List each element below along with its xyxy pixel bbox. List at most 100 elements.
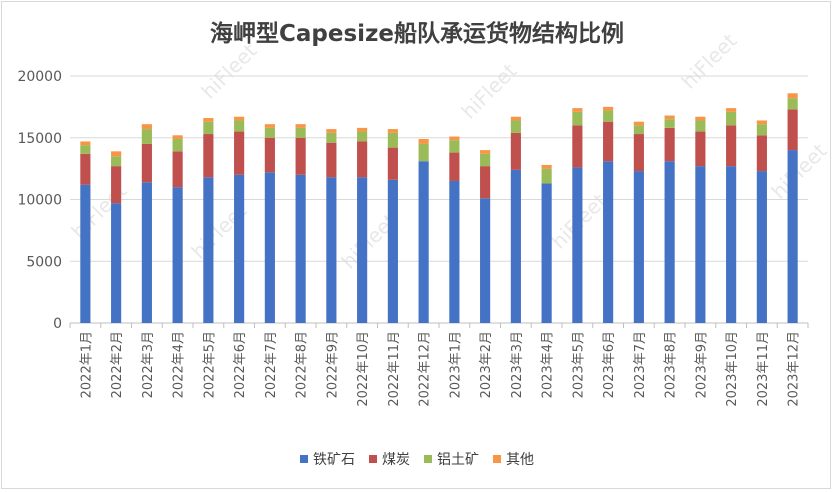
legend-label: 其他 — [506, 452, 534, 468]
bar-segment-其他 — [695, 116, 706, 121]
x-tick-label: 2023年7月 — [633, 331, 648, 398]
x-tick-label: 2023年4月 — [541, 331, 556, 398]
bar-segment-铝土矿 — [449, 140, 460, 153]
x-tick-label: 2023年3月 — [510, 331, 525, 398]
bar-segment-煤炭 — [264, 137, 275, 173]
chart-legend: 铁矿石 煤炭 铝土矿 其他 — [0, 449, 834, 469]
bar-segment-铁矿石 — [510, 169, 521, 323]
bar-segment-铝土矿 — [603, 110, 614, 122]
legend-label: 铝土矿 — [437, 452, 479, 468]
bar-segment-铝土矿 — [172, 138, 183, 152]
x-tick-label: 2023年8月 — [664, 331, 679, 398]
x-tick-label: 2022年8月 — [295, 331, 310, 398]
bar-segment-煤炭 — [756, 135, 767, 172]
bar-segment-铁矿石 — [418, 161, 429, 323]
bar-segment-铝土矿 — [726, 111, 737, 126]
legend-item: 其他 — [493, 449, 534, 469]
bar-segment-煤炭 — [449, 152, 460, 181]
bar-segment-煤炭 — [111, 166, 122, 204]
bar-segment-其他 — [726, 108, 737, 112]
bar-segment-煤炭 — [387, 147, 398, 180]
x-tick-label: 2022年1月 — [79, 331, 94, 398]
bar-segment-铝土矿 — [141, 129, 152, 144]
x-tick-label: 2022年2月 — [110, 331, 125, 398]
x-tick-label: 2023年10月 — [725, 331, 740, 407]
chart-title: 海岬型Capesize船队承运货物结构比例 — [209, 21, 625, 47]
bar-segment-煤炭 — [603, 121, 614, 162]
legend-label: 铁矿石 — [313, 452, 355, 468]
bar-segment-煤炭 — [357, 141, 368, 178]
x-tick-label: 2022年10月 — [356, 331, 371, 407]
x-tick-label: 2022年7月 — [264, 331, 279, 398]
bar-segment-煤炭 — [295, 137, 306, 175]
bar-segment-其他 — [603, 106, 614, 111]
bar-segment-煤炭 — [203, 134, 214, 178]
bar-segment-其他 — [326, 129, 337, 133]
bar-segment-铝土矿 — [387, 132, 398, 148]
bar-segment-煤炭 — [510, 132, 521, 170]
watermark-text: hiFleet — [67, 179, 132, 244]
bar-segment-铁矿石 — [141, 182, 152, 323]
bar-segment-铝土矿 — [756, 124, 767, 136]
x-tick-label: 2022年11月 — [387, 331, 402, 407]
bar-segment-其他 — [264, 124, 275, 128]
bar-segment-铝土矿 — [295, 127, 306, 138]
bar-segment-其他 — [480, 150, 491, 154]
bar-segment-铁矿石 — [203, 177, 214, 323]
bar-segment-煤炭 — [664, 127, 675, 162]
bar-segment-其他 — [633, 121, 644, 126]
bar-segment-煤炭 — [141, 143, 152, 183]
bar-segment-铁矿石 — [756, 171, 767, 323]
bar-segment-其他 — [664, 115, 675, 120]
bar-segment-其他 — [111, 151, 122, 157]
bar-segment-铁矿石 — [357, 177, 368, 323]
bar-segment-铁矿石 — [326, 177, 337, 323]
bar-segment-铝土矿 — [510, 120, 521, 133]
legend-swatch — [493, 455, 501, 463]
bar-segment-铝土矿 — [695, 120, 706, 132]
bar-segment-铝土矿 — [111, 156, 122, 167]
bar-segment-其他 — [203, 117, 214, 122]
bar-segment-煤炭 — [787, 109, 798, 151]
bar-segment-铁矿石 — [664, 161, 675, 323]
legend-swatch — [424, 455, 432, 463]
bar-segment-铁矿石 — [80, 184, 91, 323]
legend-label: 煤炭 — [382, 452, 410, 468]
bar-segment-煤炭 — [726, 125, 737, 167]
x-tick-label: 2023年2月 — [479, 331, 494, 398]
bar-segment-铁矿石 — [541, 183, 552, 323]
bar-segment-铝土矿 — [234, 120, 245, 132]
x-tick-label: 2023年5月 — [571, 331, 586, 398]
bar-segment-煤炭 — [480, 166, 491, 199]
bar-segment-其他 — [295, 124, 306, 128]
bar-segment-铝土矿 — [664, 119, 675, 128]
bar-segment-其他 — [234, 116, 245, 121]
bar-segment-铁矿石 — [234, 174, 245, 323]
y-tick-label: 15000 — [17, 131, 62, 147]
legend-swatch — [369, 455, 377, 463]
bar-segment-其他 — [418, 138, 429, 144]
x-tick-label: 2022年9月 — [325, 331, 340, 398]
bar-segment-铁矿石 — [603, 161, 614, 323]
bar-segment-煤炭 — [172, 151, 183, 188]
bar-segment-铝土矿 — [787, 98, 798, 110]
bar-segment-铁矿石 — [726, 166, 737, 323]
bar-segment-其他 — [80, 141, 91, 146]
bar-segment-其他 — [141, 124, 152, 130]
bar-segment-其他 — [357, 127, 368, 132]
y-tick-label: 5000 — [26, 254, 62, 270]
bar-segment-铝土矿 — [541, 168, 552, 184]
x-tick-label: 2023年6月 — [602, 331, 617, 398]
bar-segment-铝土矿 — [80, 145, 91, 154]
watermark-text: hiFleet — [457, 59, 522, 124]
y-tick-label: 20000 — [17, 69, 62, 85]
legend-item: 铝土矿 — [424, 449, 479, 469]
watermark-text: hiFleet — [767, 139, 832, 204]
bar-segment-铁矿石 — [480, 198, 491, 323]
bar-segment-铝土矿 — [203, 121, 214, 135]
bar-segment-铝土矿 — [264, 127, 275, 138]
bar-segment-其他 — [787, 93, 798, 99]
bar-segment-煤炭 — [80, 153, 91, 185]
bar-segment-其他 — [756, 120, 767, 125]
bar-segment-铁矿石 — [695, 166, 706, 323]
